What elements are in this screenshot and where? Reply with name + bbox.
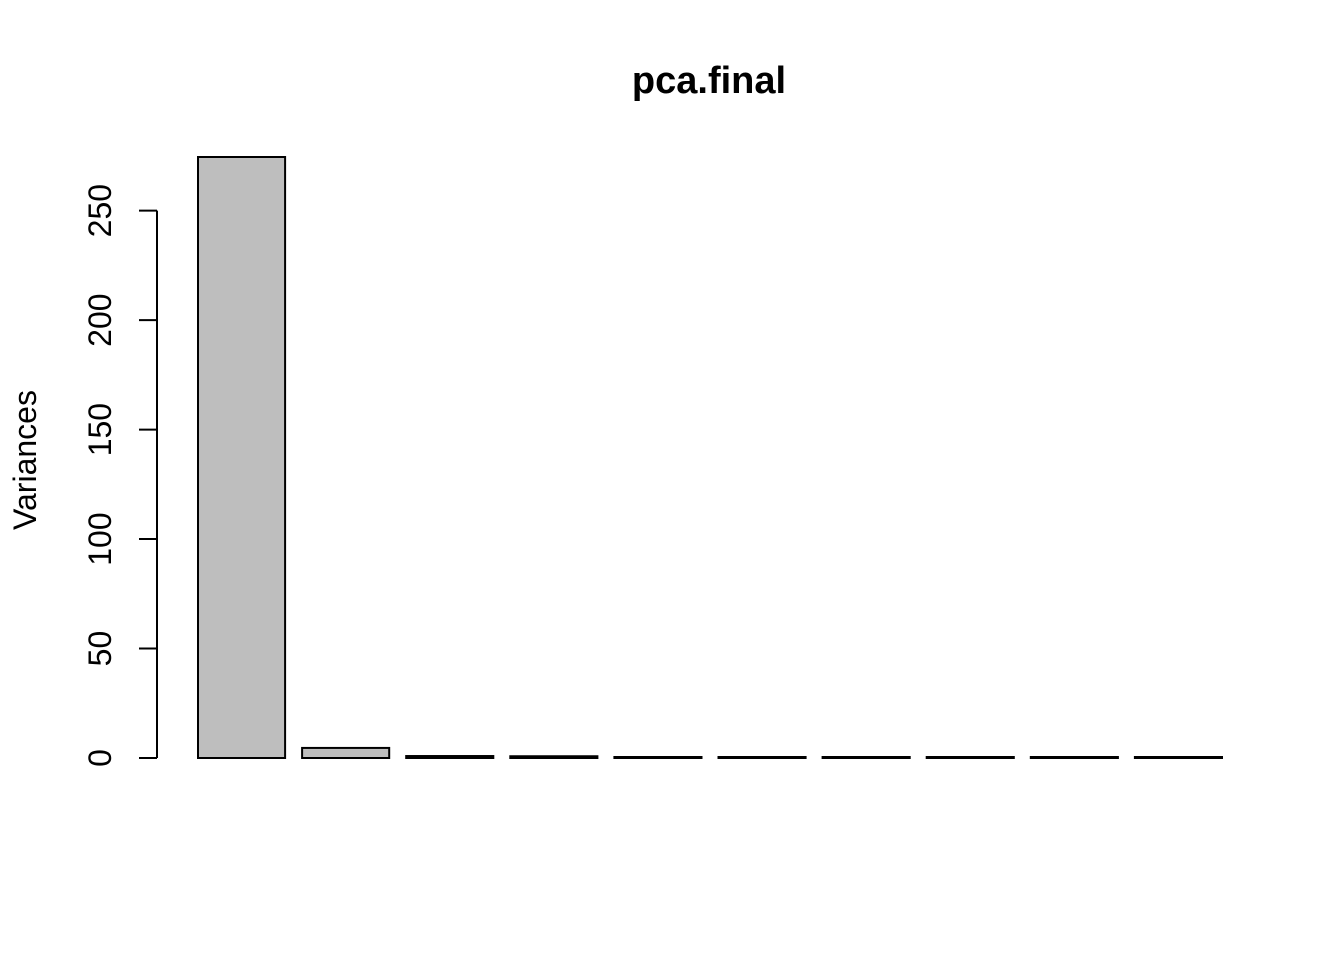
y-axis-ticks: 0 50 100 150 200 250: [82, 184, 157, 767]
bar-10: [1133, 756, 1224, 759]
bar-6: [717, 756, 807, 759]
y-tick-label: 150: [82, 403, 118, 456]
y-axis-label: Variances: [7, 390, 43, 530]
bar-5: [613, 756, 703, 759]
bar-3: [405, 755, 495, 759]
chart-title: pca.final: [632, 60, 786, 102]
y-tick-label: 200: [82, 293, 118, 346]
bar-8: [925, 756, 1015, 759]
bar-2: [301, 746, 391, 759]
bar-7: [821, 756, 911, 759]
y-tick-label: 100: [82, 512, 118, 565]
y-tick-label: 0: [82, 749, 118, 767]
bar-4: [509, 755, 599, 760]
bar-1: [197, 156, 287, 759]
bar-9: [1029, 756, 1119, 759]
y-tick-label: 50: [82, 631, 118, 667]
bars: [197, 156, 1224, 760]
y-tick-label: 250: [82, 184, 118, 237]
